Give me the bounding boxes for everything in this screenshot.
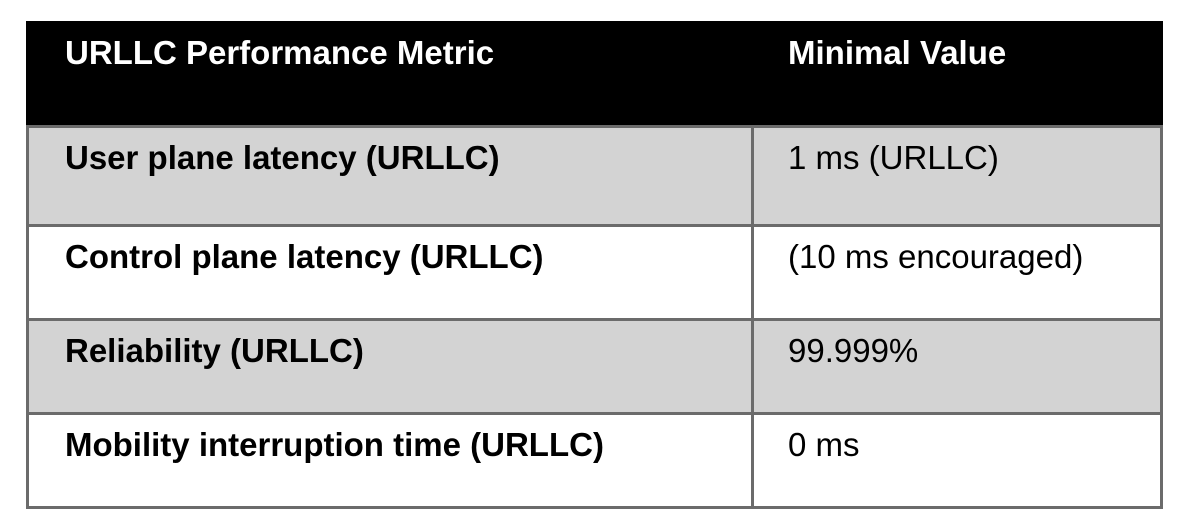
header-metric: URLLC Performance Metric	[26, 21, 754, 128]
value-cell: 1 ms (URLLC)	[751, 125, 1163, 227]
value-cell: 0 ms	[751, 412, 1163, 509]
value-cell: 99.999%	[751, 318, 1163, 415]
table-row: Reliability (URLLC) 99.999%	[26, 318, 1163, 415]
urllc-metrics-table: URLLC Performance Metric Minimal Value U…	[26, 21, 1163, 509]
header-row: URLLC Performance Metric Minimal Value	[26, 21, 1163, 128]
table-row: User plane latency (URLLC) 1 ms (URLLC)	[26, 125, 1163, 227]
value-cell: (10 ms encouraged)	[751, 224, 1163, 321]
table-row: Control plane latency (URLLC) (10 ms enc…	[26, 224, 1163, 321]
metric-cell: Mobility interruption time (URLLC)	[26, 412, 754, 509]
table-header: URLLC Performance Metric Minimal Value	[26, 21, 1163, 128]
metric-cell: User plane latency (URLLC)	[26, 125, 754, 227]
metric-cell: Reliability (URLLC)	[26, 318, 754, 415]
header-minimal-value: Minimal Value	[751, 21, 1163, 128]
table-container: URLLC Performance Metric Minimal Value U…	[26, 21, 1163, 509]
metric-cell: Control plane latency (URLLC)	[26, 224, 754, 321]
table-row: Mobility interruption time (URLLC) 0 ms	[26, 412, 1163, 509]
table-body: User plane latency (URLLC) 1 ms (URLLC) …	[26, 125, 1163, 509]
